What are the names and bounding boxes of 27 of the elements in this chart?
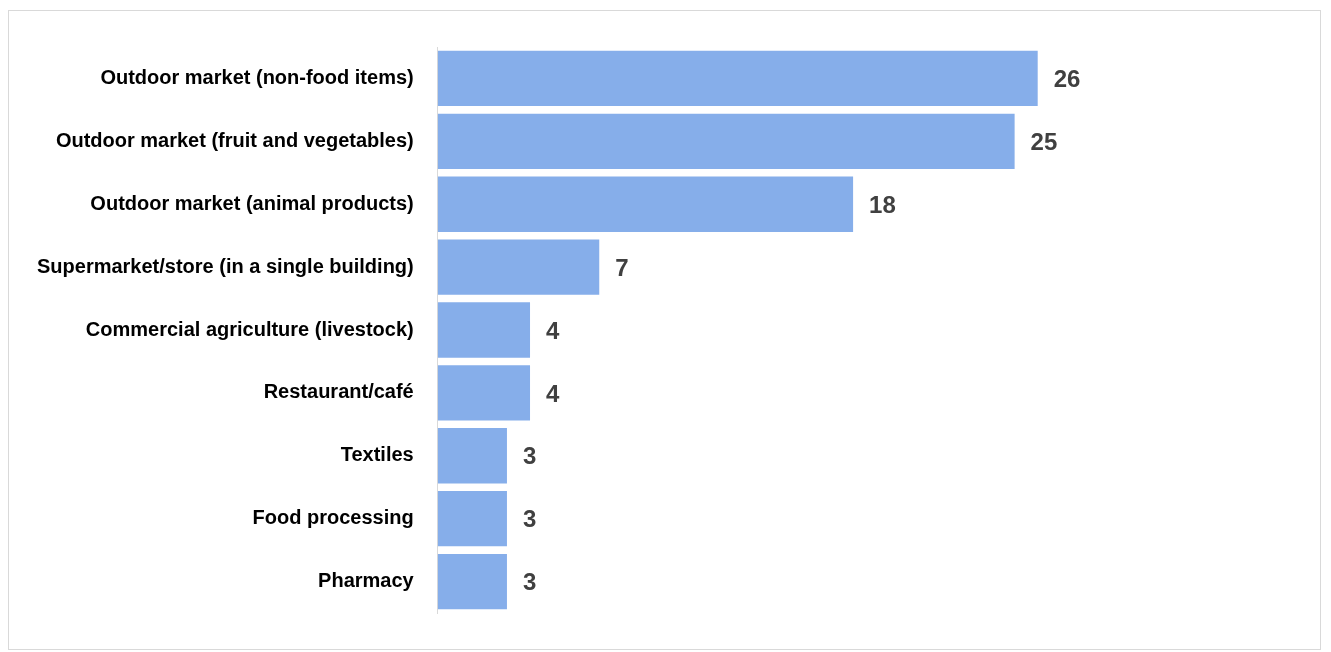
bar (437, 176, 854, 232)
bar (437, 428, 507, 484)
bar (437, 491, 507, 547)
y-tick-label: Textiles (340, 443, 414, 466)
bar (437, 113, 1015, 169)
data-label: 3 (522, 442, 537, 470)
data-label: 4 (546, 379, 561, 407)
data-label: 26 (1053, 65, 1081, 93)
y-tick-label: Outdoor market (fruit and vegetables) (55, 128, 414, 151)
bar (437, 553, 507, 610)
bar (437, 302, 531, 358)
data-label: 4 (546, 316, 561, 344)
bar (437, 239, 600, 295)
y-tick-label: Commercial agriculture (livestock) (85, 317, 414, 340)
y-tick-label: Supermarket/store (in a single building) (36, 254, 414, 277)
bar (437, 365, 531, 421)
bar (437, 50, 1038, 107)
y-tick-label: Pharmacy (318, 569, 415, 592)
data-label: 3 (522, 505, 537, 533)
data-label: 3 (522, 568, 537, 596)
data-label: 7 (615, 253, 629, 281)
y-tick-label: Outdoor market (non-food items) (100, 65, 414, 88)
y-tick-label: Outdoor market (animal products) (90, 191, 414, 214)
data-label: 25 (1030, 127, 1058, 155)
data-label: 18 (869, 190, 896, 218)
y-tick-label: Food processing (252, 506, 414, 529)
y-tick-label: Restaurant/café (263, 380, 414, 403)
